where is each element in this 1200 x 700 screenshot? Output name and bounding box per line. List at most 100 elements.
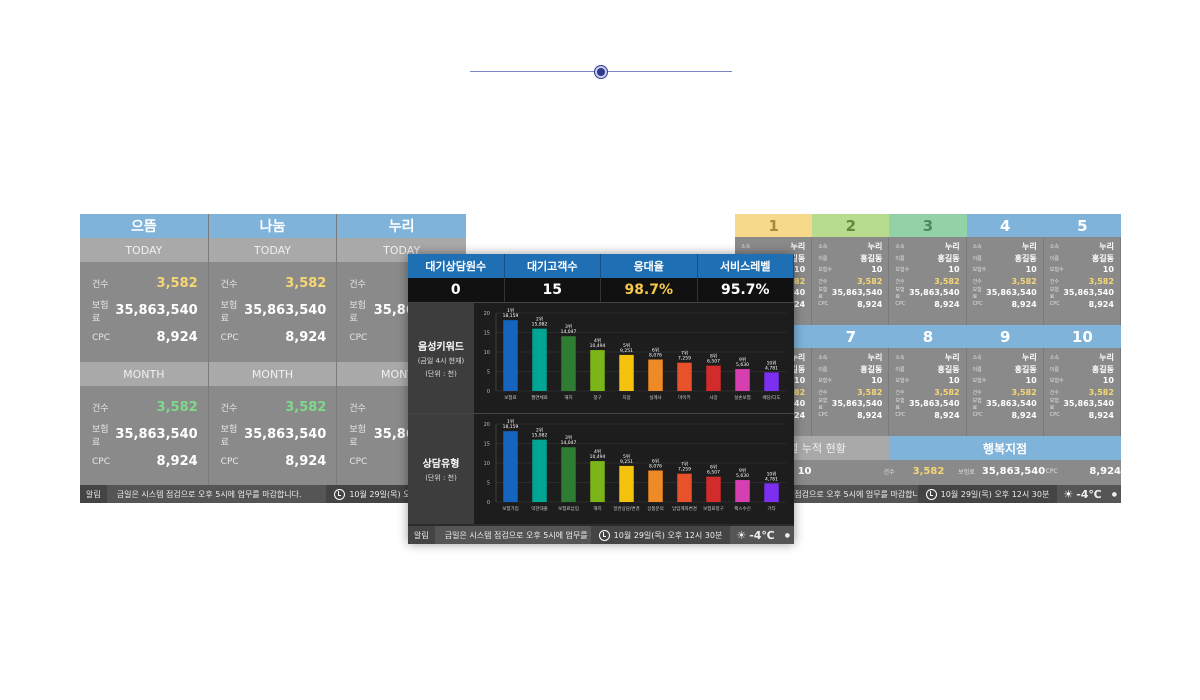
y-tick-label: 20	[484, 422, 490, 428]
rank-number: 8	[889, 325, 967, 348]
rank-field-value: 누리	[790, 353, 806, 363]
bar-value-label: 4,781	[765, 476, 778, 482]
premium-label: 보험료	[220, 424, 238, 448]
summary-cpc: 8,924	[1089, 466, 1121, 477]
bar-rank-label: 3위	[565, 434, 572, 441]
bar	[561, 447, 576, 502]
rank-field-label: 건수	[818, 278, 828, 285]
bar-value-label: 15,982	[532, 433, 548, 439]
rank-field-value: 10	[871, 376, 883, 386]
rank-field-label: 건수	[818, 389, 828, 396]
x-tick-label: 마이키	[678, 394, 690, 401]
bar	[764, 372, 779, 391]
rank-field-value: 누리	[790, 242, 806, 252]
rank-field-label: 소속	[818, 355, 828, 362]
bar-rank-label: 9위	[739, 356, 746, 363]
clock-icon	[334, 488, 346, 500]
datetime-text: 10월 29일(목) 오후 12시 30분	[349, 489, 458, 499]
team-name: 누리	[337, 214, 466, 238]
bar-rank-label: 5위	[623, 453, 630, 460]
bar	[677, 473, 692, 502]
cpc-label: CPC	[349, 332, 368, 343]
rank-field-value: 10	[871, 265, 883, 275]
x-tick-label: 약관대출	[531, 505, 548, 512]
rank-field-label: 소속	[895, 355, 905, 362]
notice-message: 금일은 시스템 점검으로 오후 5시에 업무를 마감합니다.	[745, 489, 918, 499]
bar-value-label: 8,076	[649, 464, 662, 470]
team-name: 나눔	[208, 214, 337, 238]
rank-field-label: 보험수	[895, 267, 910, 274]
menu-dot-icon[interactable]: ●	[1111, 490, 1117, 498]
rank-field-label: 이름	[895, 366, 905, 373]
rank-field-label: 보험수	[818, 267, 832, 274]
rank-field-label: 소속	[1049, 355, 1059, 362]
rank-field-value: 홍길동	[783, 253, 806, 263]
rank-field-label: 이름	[818, 255, 828, 262]
count-label: 건수	[92, 404, 109, 414]
rank-field-label: CPC	[895, 301, 906, 308]
bar-value-label: 6,507	[707, 359, 720, 365]
rank-field-label: 보험수	[1049, 267, 1064, 274]
bar-value-label: 10,494	[590, 343, 606, 349]
count-label: 건수	[92, 280, 109, 290]
bar-rank-label: 4위	[594, 337, 601, 344]
rank-field-value: 35,863,540	[1063, 399, 1114, 409]
x-tick-label: 사망	[709, 394, 717, 401]
bar-value-label: 18,159	[503, 424, 519, 430]
bar	[706, 476, 721, 502]
clock-icon	[598, 529, 610, 541]
rank-field-label: 건수	[1049, 278, 1059, 285]
team-column: 나눔 TODAY 건수 3,582 보험료 35,863,540 CPC 8,924 …	[208, 214, 338, 486]
summary-count-label: 건수	[883, 469, 895, 476]
premium-label: 보험료	[220, 300, 238, 324]
rank-field-label: 보험료	[818, 397, 828, 411]
bar	[590, 461, 605, 502]
call-center-panel: 대기상담원수 대기고객수 응대율 서비스레벨 0 15 98.7% 95.7% …	[408, 254, 794, 544]
y-tick-label: 10	[484, 461, 490, 467]
x-tick-label: 청구	[593, 395, 601, 401]
month-cpc: 8,924	[156, 454, 198, 469]
sun-icon: ☀	[736, 528, 747, 542]
consult-type-section: 상담유형 (단위 : 천) 0 5 10 15 20 1위 18,159 보험가입 2위 15,9…	[408, 413, 794, 524]
y-tick-label: 15	[484, 442, 490, 448]
y-tick-label: 0	[487, 389, 490, 395]
section-subtitle: (금일 4시 현재)	[417, 356, 465, 365]
rank-field-label: CPC	[818, 412, 829, 419]
rank-field-label: 소속	[972, 244, 982, 251]
bar-value-label: 4,781	[765, 365, 778, 371]
menu-dot-icon[interactable]: ●	[784, 531, 790, 539]
bar-value-label: 6,507	[707, 470, 720, 476]
today-count: 3,582	[285, 276, 327, 291]
premium-label: 보험료	[349, 300, 366, 324]
rank-field-value: 8,924	[1088, 410, 1114, 420]
x-tick-label: 배당/디도	[762, 394, 780, 401]
bar	[619, 354, 634, 391]
rank-field-value: 35,863,540	[986, 288, 1037, 298]
bar-rank-label: 10위	[767, 359, 777, 366]
rank-field-label: 건수	[1049, 389, 1059, 396]
month-label: MONTH	[80, 362, 208, 386]
y-tick-label: 5	[487, 370, 490, 376]
bar-rank-label: 2위	[536, 316, 543, 323]
weather-display: ☀ -4℃	[730, 529, 780, 542]
rank-field-value: 누리	[1022, 242, 1037, 252]
rank-field-label: CPC	[1049, 301, 1060, 308]
y-tick-label: 10	[484, 350, 490, 356]
divider-dot-icon	[595, 66, 607, 78]
count-label: 건수	[349, 404, 366, 414]
bar	[503, 320, 518, 391]
bar-rank-label: 4위	[594, 448, 601, 455]
rank-field-value: 3,582	[934, 276, 960, 286]
sun-icon: ☀	[1063, 487, 1074, 501]
cpc-label: CPC	[92, 456, 110, 467]
bar-rank-label: 8위	[710, 464, 717, 471]
bar-rank-label: 1위	[507, 307, 514, 314]
rank-number: 2	[812, 214, 890, 237]
x-tick-label: 지점	[622, 394, 630, 401]
cpc-label: CPC	[92, 332, 110, 343]
